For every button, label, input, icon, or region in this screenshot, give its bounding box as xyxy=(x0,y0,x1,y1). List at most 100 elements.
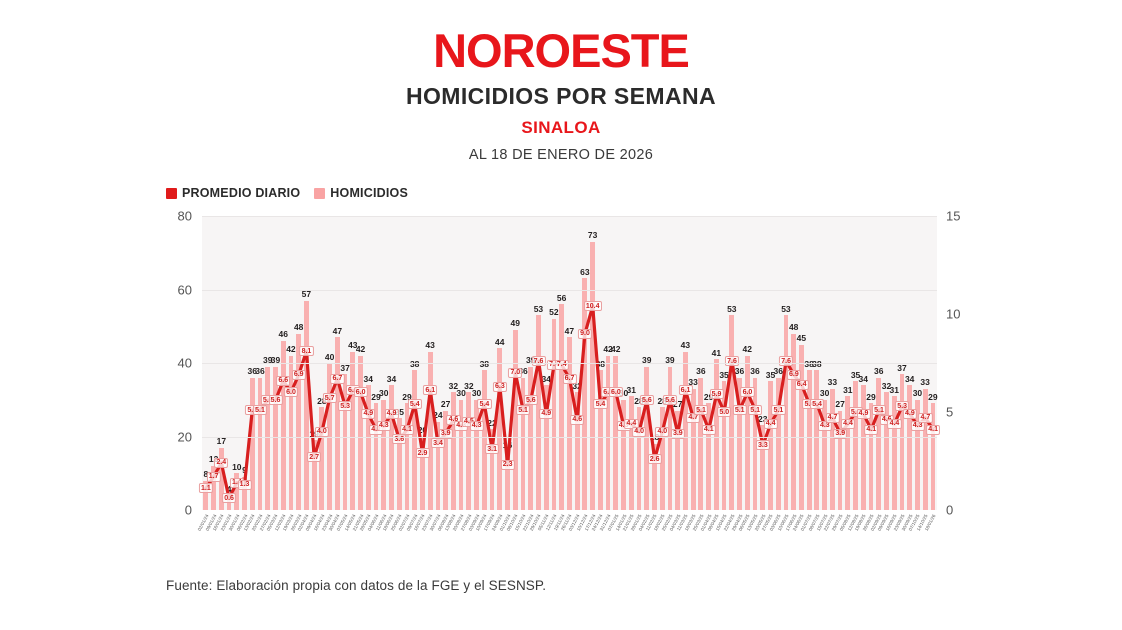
x-axis-tick-slot: 07/01/25 xyxy=(606,512,620,558)
bar[interactable] xyxy=(876,377,882,510)
bar[interactable] xyxy=(744,355,750,510)
bar[interactable] xyxy=(489,429,495,510)
bar[interactable] xyxy=(389,385,394,510)
bar[interactable] xyxy=(605,355,611,510)
bar[interactable] xyxy=(621,399,626,510)
brand-wordmark: NOROESTE xyxy=(433,24,690,77)
bar[interactable] xyxy=(427,351,433,510)
header: NOROESTE HOMICIDIOS POR SEMANA SINALOA A… xyxy=(0,0,1122,163)
line-value-label: 3.9 xyxy=(438,428,453,439)
bar[interactable] xyxy=(512,329,518,510)
bar[interactable] xyxy=(466,392,472,510)
bar[interactable] xyxy=(737,377,742,510)
legend-item-homicidios[interactable]: HOMICIDIOS xyxy=(314,186,408,200)
bar[interactable] xyxy=(304,300,309,510)
page-subtitle: SINALOA xyxy=(521,118,601,137)
line-value-label: 5.6 xyxy=(268,395,283,406)
bar[interactable] xyxy=(249,377,255,510)
bar[interactable] xyxy=(675,410,681,510)
line-value-label: 6.0 xyxy=(740,387,755,398)
bar[interactable] xyxy=(273,366,278,510)
y-axis-right-tick: 10 xyxy=(946,306,961,322)
line-value-label: 7.6 xyxy=(531,356,546,367)
bar[interactable] xyxy=(373,403,379,510)
line-value-label: 4.7 xyxy=(918,412,933,423)
x-axis-tick-slot: 17/09/24 xyxy=(483,512,496,558)
bar[interactable] xyxy=(628,396,634,510)
y-axis-left-tick: 20 xyxy=(177,429,192,444)
bar[interactable] xyxy=(443,410,449,510)
bar[interactable] xyxy=(860,385,866,510)
line-value-label: 4.1 xyxy=(864,424,879,435)
bar[interactable] xyxy=(899,374,905,510)
legend-item-promedio-diario[interactable]: PROMEDIO DIARIO xyxy=(166,186,300,200)
bar[interactable] xyxy=(644,366,650,510)
bar[interactable] xyxy=(311,440,317,510)
bar-value-label: 73 xyxy=(587,230,598,241)
y-axis-left: 0 20 40 60 80 xyxy=(164,210,198,517)
bar[interactable] xyxy=(365,385,371,510)
bar[interactable] xyxy=(806,370,812,510)
source-note: Fuente: Elaboración propia con datos de … xyxy=(166,578,547,593)
bar[interactable] xyxy=(296,333,302,510)
bar[interactable] xyxy=(775,377,781,510)
line-value-label: 5.9 xyxy=(709,389,724,400)
bar[interactable] xyxy=(412,370,418,510)
line-value-label: 3.1 xyxy=(485,444,500,455)
x-axis-tick-slot: 25/03/25 xyxy=(692,512,705,558)
bar[interactable] xyxy=(891,396,897,510)
x-axis-tick-slot: 24/09/24 xyxy=(490,512,504,558)
x-axis-tick-slot: 19/03/24 xyxy=(282,512,295,558)
y-axis-right-tick: 15 xyxy=(946,208,961,224)
y-axis-left-tick: 80 xyxy=(177,208,192,224)
bar[interactable] xyxy=(559,304,565,510)
bar[interactable] xyxy=(613,355,619,510)
x-axis-tick-slot: 15/10/24 xyxy=(514,512,527,558)
line-value-label: 5.0 xyxy=(717,407,732,417)
line-value-label: 6.0 xyxy=(608,387,623,398)
bar[interactable] xyxy=(853,381,858,510)
bar[interactable] xyxy=(814,370,820,510)
bar[interactable] xyxy=(543,385,549,510)
bar[interactable] xyxy=(698,377,704,510)
legend-swatch-icon xyxy=(166,187,177,199)
bar[interactable] xyxy=(574,392,580,510)
bar[interactable] xyxy=(404,403,410,510)
line-value-label: 10.4 xyxy=(583,301,602,312)
bar[interactable] xyxy=(713,359,719,510)
bar-value-label: 63 xyxy=(580,266,590,277)
bar[interactable] xyxy=(590,241,595,510)
line-value-label: 5.4 xyxy=(593,399,608,410)
bar[interactable] xyxy=(450,392,456,510)
y-axis-left-tick: 60 xyxy=(177,282,192,297)
bar[interactable] xyxy=(721,381,727,510)
line-value-label: 5.4 xyxy=(810,399,825,410)
bar[interactable] xyxy=(582,278,588,510)
bar[interactable] xyxy=(265,366,271,510)
bar[interactable] xyxy=(350,351,356,510)
line-value-label: 2.6 xyxy=(647,454,662,465)
bar[interactable] xyxy=(280,340,286,510)
line-value-label: 4.9 xyxy=(902,408,917,419)
line-value-label: 5.3 xyxy=(338,401,353,412)
bar-value-label: 9 xyxy=(242,465,247,476)
bar[interactable] xyxy=(829,388,835,510)
bar[interactable] xyxy=(868,403,874,510)
y-axis-left-tick: 0 xyxy=(184,502,192,518)
bar[interactable] xyxy=(528,366,534,510)
line-value-label: 6.4 xyxy=(794,379,809,390)
x-axis-tick-slot: 08/07/25 xyxy=(808,512,821,558)
x-axis-tick-slot: 27/08/24 xyxy=(460,512,473,558)
bar[interactable] xyxy=(760,425,766,510)
gridline xyxy=(202,363,937,364)
bar[interactable] xyxy=(706,403,711,510)
x-axis-labels: 02/01/24 09/01/24 16/01/24 23/01/24 30/01/24… xyxy=(197,512,937,558)
legend-swatch-icon xyxy=(314,187,326,199)
bar[interactable] xyxy=(497,348,503,510)
line-value-label: 7.6 xyxy=(779,356,794,367)
bar[interactable] xyxy=(358,355,363,510)
line-value-label: 5.1 xyxy=(516,405,531,416)
bar[interactable] xyxy=(922,388,928,510)
bar[interactable] xyxy=(481,370,487,510)
